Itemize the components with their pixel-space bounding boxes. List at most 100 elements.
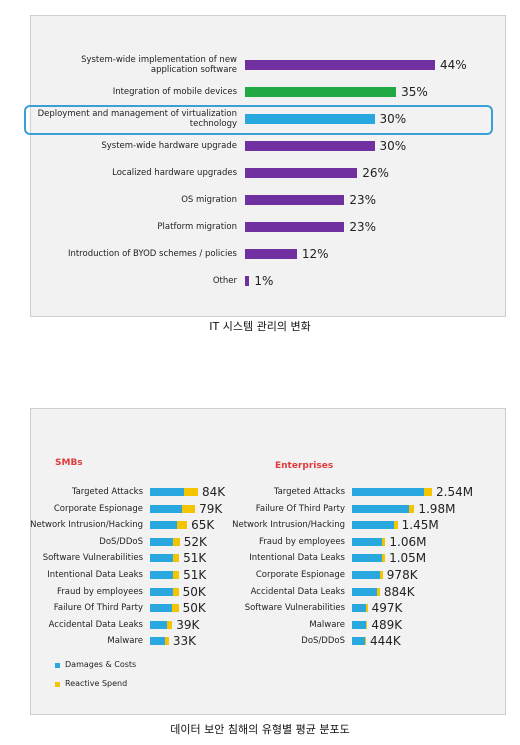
bar <box>245 168 358 178</box>
bar-segment <box>352 620 366 629</box>
bar-segment <box>377 587 380 596</box>
bar-segment <box>365 620 368 629</box>
total-label: 1.05M <box>389 551 427 566</box>
total-label: 1.98M <box>418 501 456 516</box>
bar-segment <box>381 554 386 563</box>
caption: IT 시스템 관리의 변화 <box>209 320 311 333</box>
bar <box>245 141 375 151</box>
chart-title: Enterprises <box>275 461 334 471</box>
value-label: 30% <box>379 112 407 126</box>
total-label: 84K <box>202 485 226 499</box>
bar-segment <box>379 571 383 579</box>
category-label: Corporate Espionage <box>255 570 345 580</box>
bar-segment <box>150 620 168 629</box>
category-label: Deployment and management of virtualizat… <box>37 109 237 129</box>
bar-segment <box>424 488 432 496</box>
legend-swatch <box>55 682 60 687</box>
total-label: 65K <box>191 518 215 533</box>
bar-segment <box>150 488 185 496</box>
category-label: Software Vulnerabilities <box>244 603 345 614</box>
legend-swatch <box>55 663 60 668</box>
total-label: 444K <box>369 634 401 649</box>
total-label: 33K <box>172 634 196 649</box>
bar-segment <box>172 587 179 596</box>
total-label: 79K <box>199 501 223 516</box>
category-label: Localized hardware upgrades <box>112 168 237 178</box>
category-label: Failure Of Third Party <box>255 503 345 514</box>
caption: 데이터 보안 침해의 유형별 평균 분포도 <box>170 723 350 736</box>
category-label: Fraud by employees <box>259 536 345 547</box>
legend-label: Damages & Costs <box>65 660 137 669</box>
bar-segment <box>352 554 382 563</box>
value-label: 12% <box>301 247 329 261</box>
bar-segment <box>150 571 173 579</box>
value-label: 26% <box>362 166 389 180</box>
bar-segment <box>171 604 179 613</box>
legend-label: Reactive Spend <box>65 679 128 688</box>
bar-segment <box>150 521 178 530</box>
category-label: Intentional Data Leaks <box>47 570 143 580</box>
value-label: 23% <box>349 220 376 234</box>
bar-segment <box>150 554 174 563</box>
bar-segment <box>352 571 380 579</box>
category-label: Software Vulnerabilities <box>42 553 143 564</box>
bar-segment <box>352 604 366 613</box>
category-label: Integration of mobile devices <box>112 87 237 97</box>
total-label: 497K <box>371 601 403 616</box>
total-label: 978K <box>386 568 418 582</box>
total-label: 51K <box>183 551 207 566</box>
chart-panel <box>30 408 506 715</box>
bar-segment <box>150 587 173 596</box>
bar-segment <box>352 504 409 513</box>
category-label: Platform migration <box>157 222 237 232</box>
value-label: 23% <box>349 193 376 207</box>
category-label: OS migration <box>181 195 237 205</box>
bar-segment <box>167 620 173 629</box>
category-label: Intentional Data Leaks <box>249 553 345 564</box>
value-label: 44% <box>440 58 467 72</box>
category-label: DoS/DDoS <box>99 536 143 547</box>
bar <box>245 60 435 70</box>
category-label: Fraud by employees <box>57 586 143 597</box>
total-label: 1.06M <box>389 534 427 549</box>
total-label: 52K <box>183 534 207 549</box>
total-label: 1.45M <box>401 518 439 533</box>
bar-segment <box>352 587 378 596</box>
bar-segment <box>184 488 198 496</box>
category-label: Accidental Data Leaks <box>48 619 143 630</box>
highlight-box <box>24 105 493 135</box>
bar-segment <box>150 537 174 546</box>
bar-segment <box>173 537 180 546</box>
bar <box>245 276 250 286</box>
category-label: Targeted Attacks <box>273 487 345 497</box>
category-label: Corporate Espionage <box>53 503 143 514</box>
bar-segment <box>352 537 383 546</box>
bar-segment <box>150 637 166 646</box>
bar <box>245 114 375 124</box>
category-label: Malware <box>309 619 345 630</box>
bar-segment <box>172 571 180 579</box>
bar-segment <box>173 554 180 563</box>
bar-segment <box>177 521 188 530</box>
category-label: Network Intrusion/Hacking <box>232 520 345 531</box>
value-label: 30% <box>379 139 407 153</box>
bar-segment <box>352 521 394 530</box>
total-label: 39K <box>176 617 200 632</box>
total-label: 50K <box>182 584 206 599</box>
category-label: Failure Of Third Party <box>53 603 143 614</box>
bar-segment <box>408 504 415 513</box>
category-label: Targeted Attacks <box>71 487 143 497</box>
total-label: 2.54M <box>436 485 474 499</box>
category-label: System-wide implementation of new applic… <box>81 55 237 75</box>
bar <box>245 222 345 232</box>
category-label: Introduction of BYOD schemes / policies <box>67 249 237 259</box>
bar-segment <box>150 604 172 613</box>
total-label: 50K <box>182 601 206 616</box>
bar <box>245 195 345 205</box>
bar-segment <box>352 488 425 496</box>
bar <box>245 87 397 97</box>
total-label: 884K <box>383 584 415 599</box>
bar-segment <box>182 504 196 513</box>
category-label: Accidental Data Leaks <box>250 586 345 597</box>
